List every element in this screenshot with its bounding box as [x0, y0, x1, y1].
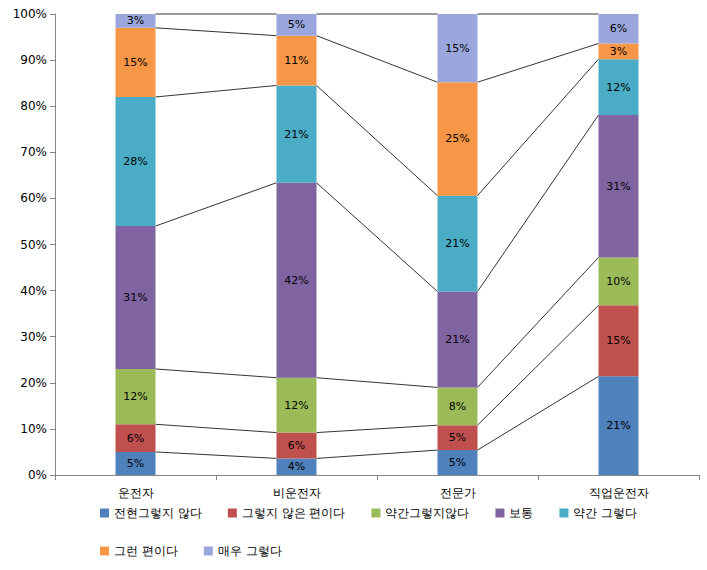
svg-text:보통: 보통 [509, 506, 533, 520]
svg-text:21%: 21% [445, 237, 469, 250]
svg-text:5%: 5% [288, 18, 305, 31]
svg-text:약간 그렇다: 약간 그렇다 [573, 506, 637, 520]
svg-text:5%: 5% [449, 431, 466, 444]
svg-text:42%: 42% [284, 274, 308, 287]
svg-text:약간그렇지않다: 약간그렇지않다 [385, 506, 469, 520]
svg-text:매우 그렇다: 매우 그렇다 [218, 544, 282, 558]
svg-text:30%: 30% [20, 330, 47, 344]
svg-text:10%: 10% [20, 422, 47, 436]
svg-text:운전자: 운전자 [118, 486, 154, 500]
svg-text:8%: 8% [449, 400, 466, 413]
svg-text:6%: 6% [288, 439, 305, 452]
svg-text:21%: 21% [284, 128, 308, 141]
svg-text:15%: 15% [445, 42, 469, 55]
svg-text:전현그렇지 않다: 전현그렇지 않다 [114, 506, 202, 520]
svg-text:12%: 12% [606, 81, 630, 94]
svg-text:50%: 50% [20, 238, 47, 252]
svg-text:6%: 6% [127, 432, 144, 445]
svg-text:100%: 100% [13, 7, 47, 21]
svg-text:3%: 3% [127, 14, 144, 27]
svg-text:70%: 70% [20, 145, 47, 159]
svg-text:20%: 20% [20, 376, 47, 390]
svg-text:그런 편이다: 그런 편이다 [114, 544, 178, 558]
svg-text:60%: 60% [20, 191, 47, 205]
svg-text:15%: 15% [123, 56, 147, 69]
svg-text:그렇지 않은 편이다: 그렇지 않은 편이다 [242, 506, 346, 520]
svg-text:31%: 31% [123, 291, 147, 304]
svg-text:12%: 12% [284, 399, 308, 412]
svg-text:5%: 5% [127, 457, 144, 470]
svg-text:40%: 40% [20, 284, 47, 298]
svg-text:3%: 3% [610, 45, 627, 58]
svg-text:11%: 11% [284, 54, 308, 67]
svg-text:6%: 6% [610, 22, 627, 35]
svg-text:80%: 80% [20, 99, 47, 113]
svg-text:15%: 15% [606, 334, 630, 347]
svg-text:28%: 28% [123, 155, 147, 168]
svg-text:0%: 0% [28, 468, 47, 482]
svg-text:4%: 4% [288, 460, 305, 473]
svg-text:직업운전자: 직업운전자 [589, 486, 649, 500]
svg-text:비운전자: 비운전자 [273, 486, 321, 500]
svg-text:31%: 31% [606, 180, 630, 193]
svg-text:12%: 12% [123, 390, 147, 403]
svg-text:25%: 25% [445, 132, 469, 145]
svg-text:21%: 21% [445, 333, 469, 346]
svg-text:전문가: 전문가 [440, 486, 476, 500]
svg-text:90%: 90% [20, 53, 47, 67]
svg-text:21%: 21% [606, 419, 630, 432]
svg-text:10%: 10% [606, 275, 630, 288]
svg-text:5%: 5% [449, 456, 466, 469]
